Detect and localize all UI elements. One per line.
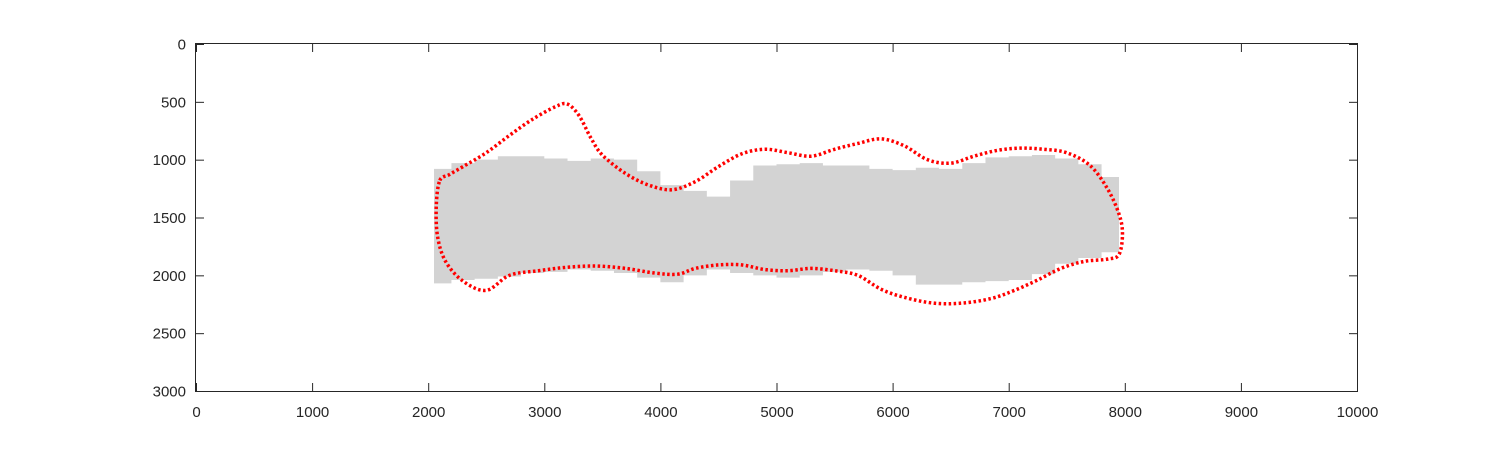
y-tick-label: 2500 [153, 326, 186, 343]
x-tick-label: 4000 [644, 404, 677, 421]
y-tick-label: 1500 [153, 210, 186, 227]
plot-area [434, 101, 1125, 306]
x-tick-label: 3000 [528, 404, 561, 421]
y-tick-label: 500 [161, 94, 186, 111]
x-axis: 0 1000 2000 3000 4000 5000 6000 7000 8000 9000 100… [192, 44, 1378, 421]
y-tick-label: 1000 [153, 152, 186, 169]
red-contour [434, 101, 1125, 306]
x-tick-label: 1000 [296, 404, 329, 421]
y-tick-label: 3000 [153, 384, 186, 401]
x-tick-label: 5000 [760, 404, 793, 421]
axes-box [195, 43, 1358, 392]
gray-region [434, 155, 1119, 285]
x-tick-label: 9000 [1225, 404, 1258, 421]
x-tick-label: 8000 [1109, 404, 1142, 421]
x-tick-label: 10000 [1337, 404, 1379, 421]
contour-layer [434, 101, 1125, 306]
y-tick-label: 0 [178, 37, 186, 54]
x-tick-label: 0 [192, 404, 200, 421]
y-axis: 0 500 1000 1500 2000 2500 3000 [153, 37, 1357, 401]
region-layer [434, 155, 1119, 285]
y-tick-label: 2000 [153, 268, 186, 285]
x-tick-label: 2000 [412, 404, 445, 421]
x-tick-label: 7000 [993, 404, 1026, 421]
x-tick-label: 6000 [876, 404, 909, 421]
